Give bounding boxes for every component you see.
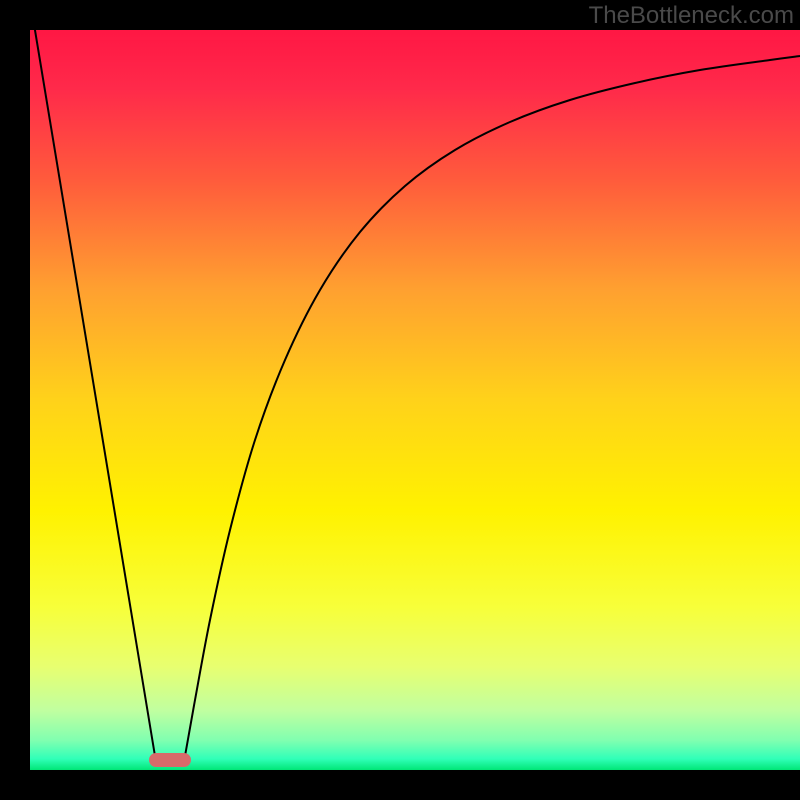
optimal-point-marker-layer [30,0,800,770]
watermark-text: TheBottleneck.com [589,2,794,30]
plot-area: TheBottleneck.com [30,0,800,770]
optimal-point-marker [149,753,191,767]
chart-container: TheBottleneck.com [0,0,800,800]
